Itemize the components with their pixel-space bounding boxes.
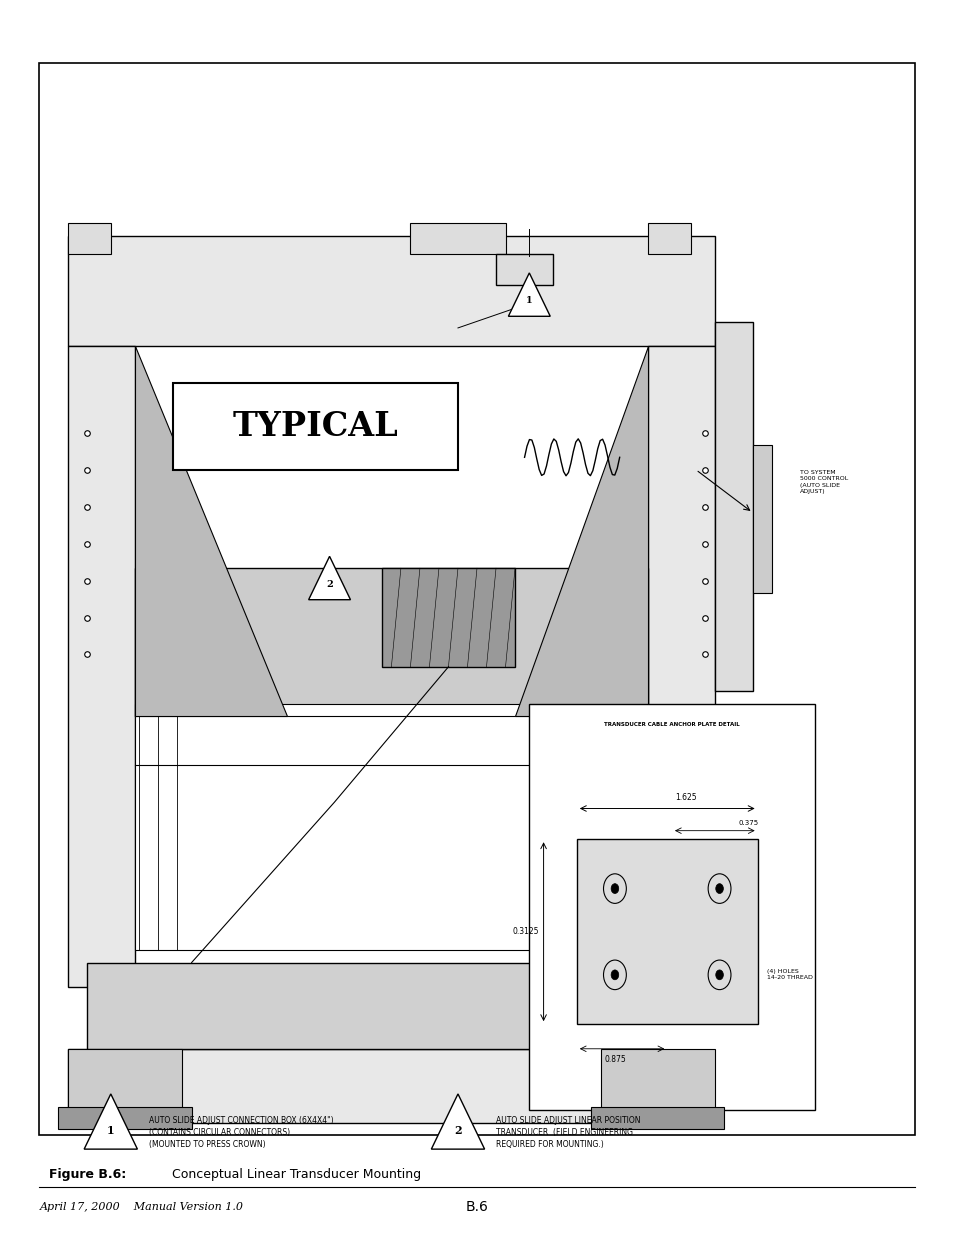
- Bar: [714, 322, 752, 692]
- Bar: [496, 254, 553, 285]
- Text: AUTO SLIDE ADJUST CONNECTION BOX (6X4X4")
(CONTAINS CIRCULAR CONNECTORS)
(MOUNTE: AUTO SLIDE ADJUST CONNECTION BOX (6X4X4"…: [149, 1116, 334, 1149]
- Bar: [600, 1049, 714, 1123]
- Polygon shape: [431, 1094, 484, 1149]
- Text: Conceptual Linear Transducer Mounting: Conceptual Linear Transducer Mounting: [168, 1168, 420, 1181]
- Text: B.6: B.6: [465, 1199, 488, 1214]
- Text: Figure B.6:: Figure B.6:: [49, 1168, 126, 1181]
- Bar: [647, 224, 690, 254]
- Text: TRANSDUCER CABLE ANCHOR PLATE DETAIL: TRANSDUCER CABLE ANCHOR PLATE DETAIL: [603, 722, 740, 727]
- Bar: [172, 383, 457, 469]
- Text: (4) HOLES
14-20 THREAD: (4) HOLES 14-20 THREAD: [766, 969, 812, 981]
- Text: 1.625: 1.625: [675, 793, 697, 803]
- Polygon shape: [134, 346, 287, 716]
- Text: 1: 1: [525, 296, 532, 305]
- Text: 0.3125: 0.3125: [512, 927, 538, 936]
- Text: 0.375: 0.375: [738, 820, 758, 826]
- Bar: [68, 236, 714, 346]
- Polygon shape: [84, 1094, 137, 1149]
- Bar: [68, 346, 134, 987]
- Bar: [68, 224, 111, 254]
- Bar: [591, 1107, 723, 1129]
- Text: 1: 1: [107, 1125, 114, 1136]
- Text: 0.875: 0.875: [603, 1055, 625, 1063]
- Circle shape: [715, 969, 722, 979]
- Bar: [577, 840, 757, 1024]
- Bar: [134, 704, 647, 950]
- Text: TYPICAL: TYPICAL: [233, 410, 397, 443]
- Text: 2: 2: [454, 1125, 461, 1136]
- Bar: [87, 962, 695, 1049]
- Bar: [68, 1049, 182, 1123]
- Bar: [68, 1049, 714, 1123]
- Bar: [529, 704, 814, 1110]
- Bar: [381, 568, 515, 667]
- Polygon shape: [508, 273, 550, 316]
- Bar: [39, 63, 914, 1135]
- Text: 2: 2: [326, 579, 333, 589]
- Polygon shape: [309, 556, 350, 600]
- Bar: [134, 568, 647, 716]
- Bar: [752, 445, 771, 593]
- Text: AUTO SLIDE ADJUST LINEAR POSITION
TRANSDUCER  (FIELD ENGINEERING
REQUIRED FOR MO: AUTO SLIDE ADJUST LINEAR POSITION TRANSD…: [496, 1116, 639, 1149]
- Bar: [647, 346, 714, 987]
- Polygon shape: [515, 346, 647, 716]
- Bar: [58, 1107, 192, 1129]
- Circle shape: [715, 884, 722, 893]
- Text: TO SYSTEM
5000 CONTROL
(AUTO SLIDE
ADJUST): TO SYSTEM 5000 CONTROL (AUTO SLIDE ADJUS…: [800, 471, 848, 494]
- Text: April 17, 2000    Manual Version 1.0: April 17, 2000 Manual Version 1.0: [39, 1202, 243, 1212]
- Bar: [410, 224, 505, 254]
- Circle shape: [611, 884, 618, 893]
- Circle shape: [611, 969, 618, 979]
